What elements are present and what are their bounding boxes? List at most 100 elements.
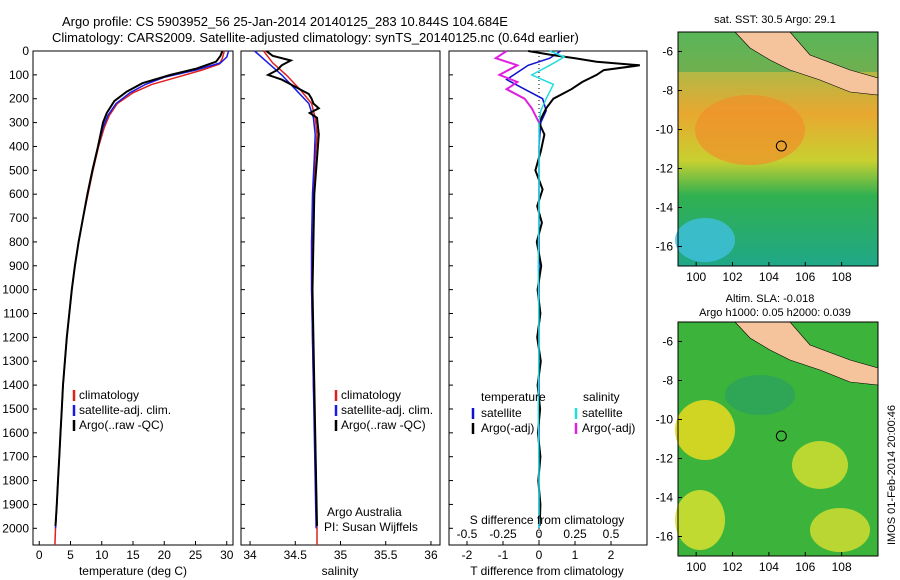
sst-land-sumatra-java bbox=[734, 31, 879, 96]
legend-label: climatology bbox=[341, 388, 401, 402]
difference-x-axis: -2 -1 0 1 2 bbox=[462, 541, 615, 562]
sla-y-axis: -6 -8 -10 -12 -14 -16 bbox=[656, 335, 682, 544]
x-tick-label: 20 bbox=[158, 548, 172, 562]
legend-label: satellite-adj. clim. bbox=[341, 403, 433, 417]
salinity-xlabel: salinity bbox=[322, 564, 359, 578]
sst-map-frame bbox=[677, 31, 879, 267]
temperature-series bbox=[54, 50, 230, 546]
x-tick-label: 36 bbox=[424, 548, 438, 562]
x-tick-label: 35 bbox=[334, 548, 348, 562]
map-y-tick-label: -6 bbox=[662, 335, 673, 349]
depth-axis: 0 100 200 300 400 500 600 700 800 900 1000 1100 1200… bbox=[2, 44, 453, 535]
argo-australia-label: Argo Australia bbox=[327, 505, 402, 519]
map-x-tick-label: 106 bbox=[795, 560, 815, 574]
depth-tick-label: 1700 bbox=[2, 450, 29, 464]
salinity-difference-axis: -0.5 -0.25 0 0.25 0.5 bbox=[457, 527, 620, 541]
depth-tick-label: 400 bbox=[9, 139, 29, 153]
legend-label: Argo(-adj) bbox=[481, 421, 534, 435]
depth-tick-label: 1500 bbox=[2, 402, 29, 416]
sst-y-axis: -6 -8 -10 -12 -14 -16 bbox=[656, 45, 682, 254]
pi-label: PI: Susan Wijffels bbox=[324, 520, 418, 534]
depth-tick-label: 500 bbox=[9, 163, 29, 177]
map-x-tick-label: 106 bbox=[795, 270, 815, 284]
x-tick-label: 34.5 bbox=[284, 548, 308, 562]
depth-tick-label: 2000 bbox=[2, 521, 29, 535]
series-line bbox=[254, 50, 317, 529]
legend-label: satellite-adj. clim. bbox=[79, 403, 171, 417]
depth-tick-label: 800 bbox=[9, 235, 29, 249]
sla-map-panel: Altim. SLA: -0.018 Argo h1000: 0.05 h200… bbox=[656, 293, 879, 574]
x-tick-label: 5 bbox=[67, 548, 74, 562]
sst-map-panel: sat. SST: 30.5 Argo: 29.1 -6-8-10-12-14-… bbox=[656, 14, 879, 284]
depth-tick-label: 200 bbox=[9, 92, 29, 106]
difference-panel: -2 -1 0 1 2 -0.5 -0.25 0 0.25 0.5 T difference f… bbox=[448, 50, 648, 578]
x-tick-label: 35.5 bbox=[374, 548, 398, 562]
x-tick-label: 30 bbox=[220, 548, 234, 562]
map-x-tick-label: 104 bbox=[759, 270, 779, 284]
map-x-tick-label: 100 bbox=[686, 270, 706, 284]
imos-stamp: IMOS 01-Feb-2014 20:00:46 bbox=[886, 405, 898, 545]
x-tick-label: 0 bbox=[36, 548, 43, 562]
sla-map-frame bbox=[677, 321, 879, 557]
figure-title-line1: Argo profile: CS 5903952_56 25-Jan-2014 … bbox=[62, 14, 508, 29]
depth-tick-label: 1200 bbox=[2, 330, 29, 344]
difference-legend: temperature salinitysatelliteArgo(-adj)sa… bbox=[471, 390, 635, 435]
depth-tick-label: 1000 bbox=[2, 283, 29, 297]
s-diff-tick-label: 0.5 bbox=[603, 527, 620, 541]
legend-label: climatology bbox=[79, 388, 139, 402]
temperature-plot-frame bbox=[32, 50, 234, 546]
sst-float-marker bbox=[775, 140, 787, 152]
series-line bbox=[263, 50, 318, 545]
depth-tick-label: 700 bbox=[9, 211, 29, 225]
s-diff-tick-label: 0.25 bbox=[563, 527, 587, 541]
map-y-tick-label: -6 bbox=[662, 45, 673, 59]
map-x-tick-label: 104 bbox=[759, 560, 779, 574]
legend-label: satellite bbox=[582, 406, 623, 420]
sla-map-title1: Altim. SLA: -0.018 bbox=[726, 293, 815, 305]
temperature-xlabel: temperature (deg C) bbox=[79, 564, 187, 578]
x-tick-label: -2 bbox=[462, 548, 473, 562]
x-tick-label: 2 bbox=[608, 548, 615, 562]
depth-tick-label: 1600 bbox=[2, 426, 29, 440]
depth-tick-label: 600 bbox=[9, 187, 29, 201]
series-line bbox=[505, 50, 562, 529]
x-tick-label: 25 bbox=[189, 548, 203, 562]
map-y-tick-label: -8 bbox=[662, 84, 673, 98]
depth-tick-label: 1400 bbox=[2, 378, 29, 392]
salinity-x-axis: 34 34.5 35 35.5 36 bbox=[243, 541, 438, 562]
legend-heading-salinity: salinity bbox=[583, 390, 620, 404]
map-x-tick-label: 108 bbox=[832, 560, 852, 574]
salinity-panel: 34 34.5 35 35.5 36 salinity climatologysatel… bbox=[240, 50, 441, 578]
series-line bbox=[54, 50, 230, 529]
series-line bbox=[54, 50, 226, 546]
x-tick-label: 1 bbox=[572, 548, 579, 562]
map-y-tick-label: -16 bbox=[656, 240, 674, 254]
depth-tick-label: 300 bbox=[9, 116, 29, 130]
difference-plot-frame bbox=[448, 50, 648, 546]
depth-tick-label: 100 bbox=[9, 68, 29, 82]
sla-high-patch-southeast bbox=[810, 508, 870, 552]
series-line bbox=[493, 50, 540, 124]
map-x-tick-label: 102 bbox=[723, 270, 743, 284]
depth-tick-label: 1900 bbox=[2, 497, 29, 511]
s-diff-tick-label: -0.5 bbox=[457, 527, 478, 541]
map-x-tick-label: 102 bbox=[723, 560, 743, 574]
map-y-tick-label: -14 bbox=[656, 491, 674, 505]
sla-x-axis: 100 102 104 106 108 bbox=[686, 552, 852, 574]
map-y-tick-label: -10 bbox=[656, 413, 674, 427]
map-y-tick-label: -12 bbox=[656, 162, 674, 176]
t-difference-xlabel: T difference from climatology bbox=[470, 564, 624, 578]
s-diff-tick-label: 0 bbox=[536, 527, 543, 541]
map-x-tick-label: 100 bbox=[686, 560, 706, 574]
sst-map-title: sat. SST: 30.5 Argo: 29.1 bbox=[714, 14, 836, 26]
sla-land-sumatra-java bbox=[734, 321, 879, 386]
sla-low-patch bbox=[725, 375, 795, 415]
difference-series bbox=[493, 50, 640, 529]
map-y-tick-label: -14 bbox=[656, 201, 674, 215]
x-tick-label: 34 bbox=[243, 548, 257, 562]
figure-title-line2: Climatology: CARS2009. Satellite-adjuste… bbox=[52, 30, 579, 45]
sla-high-patch-west bbox=[675, 400, 735, 460]
salinity-series bbox=[254, 50, 321, 545]
salinity-plot-frame bbox=[240, 50, 441, 546]
